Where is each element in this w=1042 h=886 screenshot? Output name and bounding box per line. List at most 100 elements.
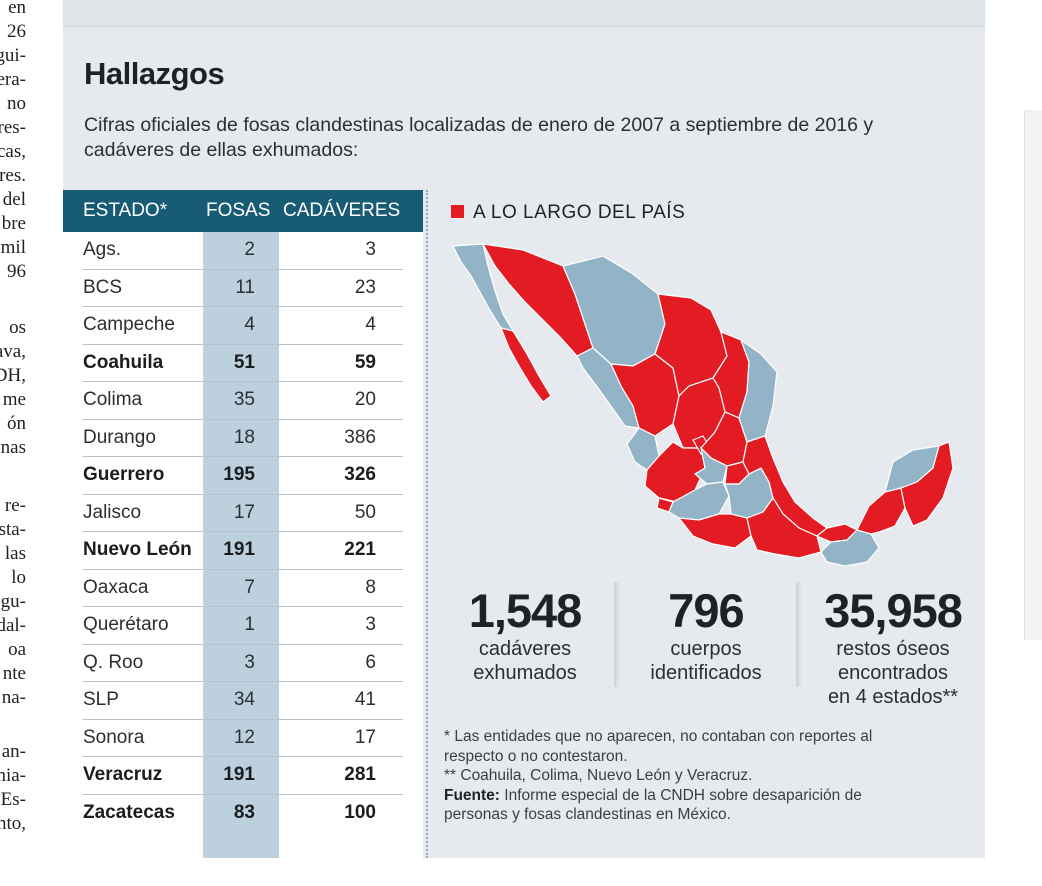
- stat-label: restos óseos: [836, 638, 950, 660]
- table-row: Ags. 2 3: [63, 232, 423, 270]
- column-text-fragment: res-: [0, 117, 26, 138]
- table-row: Campeche 4 4: [63, 307, 423, 345]
- cell-estado: Colima: [83, 389, 143, 410]
- column-text-fragment: cas,: [0, 141, 26, 162]
- cell-estado: Durango: [83, 426, 156, 448]
- table-row: Veracruz 191 281: [63, 757, 423, 795]
- infographic-panel: Hallazgos Cifras oficiales de fosas clan…: [63, 0, 985, 858]
- cell-cadaveres: 50: [354, 501, 376, 523]
- cell-estado: Nuevo León: [83, 539, 192, 560]
- row-divider: [83, 343, 403, 345]
- cell-fosas: 191: [223, 764, 255, 785]
- cell-fosas: 4: [244, 314, 255, 335]
- table-row: BCS 11 23: [63, 270, 423, 307]
- cell-estado: Sonora: [83, 726, 145, 748]
- cell-estado: Q. Roo: [83, 651, 144, 673]
- column-text-fragment: no: [7, 93, 26, 114]
- column-text-fragment: 96: [7, 261, 26, 282]
- map-state-michoacan: [668, 481, 730, 521]
- panel-top-band: [63, 0, 985, 27]
- row-divider: [83, 793, 403, 795]
- stat-value: 796: [668, 584, 744, 637]
- cell-cadaveres: 100: [344, 801, 376, 823]
- column-text-fragment: del: [2, 189, 26, 210]
- cell-fosas: 35: [233, 389, 255, 410]
- cell-cadaveres: 3: [365, 239, 376, 260]
- column-text-fragment: an-: [1, 741, 26, 762]
- column-text-fragment: bre: [1, 213, 26, 234]
- cell-cadaveres: 59: [354, 351, 376, 373]
- cell-estado: Guerrero: [83, 464, 165, 485]
- column-text-fragment: na-: [1, 687, 26, 708]
- column-text-fragment: Es-: [0, 789, 26, 810]
- column-text-fragment: me: [2, 389, 26, 410]
- table-row: Durango 18 386: [63, 420, 423, 457]
- column-text-fragment: lo: [11, 567, 26, 588]
- header-estado: ESTADO*: [83, 200, 168, 221]
- table-row: SLP 34 41: [63, 682, 423, 720]
- column-text-fragment: las: [4, 543, 26, 564]
- cell-fosas: 195: [223, 464, 255, 485]
- map-state-bcs: [500, 327, 552, 403]
- row-divider: [83, 418, 403, 420]
- cell-estado: Veracruz: [83, 764, 163, 785]
- column-text-fragment: en: [8, 0, 26, 18]
- cell-cadaveres: 17: [354, 726, 376, 748]
- source-text: Informe especial de la CNDH sobre desapa…: [444, 786, 862, 824]
- row-divider: [83, 306, 403, 307]
- cell-fosas: 1: [244, 614, 255, 635]
- cell-estado: Campeche: [83, 314, 175, 335]
- cell-cadaveres: 23: [354, 276, 376, 298]
- footnote-1: * Las entidades que no aparecen, no cont…: [444, 728, 873, 765]
- stat-block: 796 cuerpos identificados: [626, 585, 786, 685]
- stat-label: en 4 estados**: [827, 686, 959, 708]
- table-row: Coahuila 51 59: [63, 345, 423, 382]
- adjacent-page-margin: [1020, 0, 1042, 886]
- cell-estado: Oaxaca: [83, 576, 149, 598]
- stat-label: identificados: [650, 662, 762, 684]
- column-text-fragment: ava,: [0, 341, 26, 362]
- row-divider: [83, 643, 403, 645]
- cell-fosas: 34: [233, 689, 255, 710]
- column-text-fragment: ón: [7, 413, 26, 434]
- table-row: Zacatecas 83 100: [63, 795, 423, 833]
- stat-value: 35,958: [824, 584, 963, 637]
- cell-fosas: 191: [223, 539, 255, 560]
- cell-cadaveres: 281: [344, 764, 376, 785]
- map-state-chiapas: [820, 529, 880, 566]
- row-divider: [83, 493, 403, 495]
- row-divider: [83, 718, 403, 720]
- column-text-fragment: nte: [2, 663, 26, 684]
- map-state-guerrero: [677, 513, 752, 549]
- cell-cadaveres: 41: [354, 689, 376, 710]
- column-text-fragment: nto,: [0, 813, 26, 834]
- stat-label: cadáveres: [478, 638, 572, 660]
- cell-fosas: 12: [233, 726, 255, 748]
- column-text-fragment: gu-: [0, 591, 26, 612]
- row-divider: [83, 456, 403, 457]
- fosas-column-highlight: [203, 232, 279, 858]
- stat-value: 1,548: [468, 584, 583, 637]
- row-divider: [83, 531, 403, 532]
- margin-bar: [1024, 110, 1042, 640]
- map-state-campeche: [856, 487, 906, 535]
- cell-fosas: 11: [235, 276, 255, 298]
- table-row: Oaxaca 7 8: [63, 570, 423, 607]
- row-divider: [83, 381, 403, 382]
- map-heading-text: A LO LARGO DEL PAÍS: [473, 202, 686, 223]
- cell-estado: Coahuila: [83, 351, 164, 373]
- cell-estado: Zacatecas: [83, 801, 175, 823]
- cell-estado: Querétaro: [83, 614, 169, 635]
- row-divider: [83, 681, 403, 682]
- column-text-fragment: era-: [0, 69, 26, 90]
- cell-fosas: 7: [244, 576, 255, 598]
- column-text-fragment: re-: [4, 495, 26, 516]
- cell-fosas: 2: [244, 239, 255, 260]
- cell-cadaveres: 326: [344, 464, 376, 485]
- column-text-fragment: dal-: [0, 615, 26, 636]
- column-text-fragment: oa: [8, 639, 26, 660]
- cell-cadaveres: 221: [344, 539, 376, 560]
- row-divider: [83, 268, 403, 270]
- cell-estado: Jalisco: [83, 501, 142, 523]
- map-state-quintana-roo: [900, 441, 954, 527]
